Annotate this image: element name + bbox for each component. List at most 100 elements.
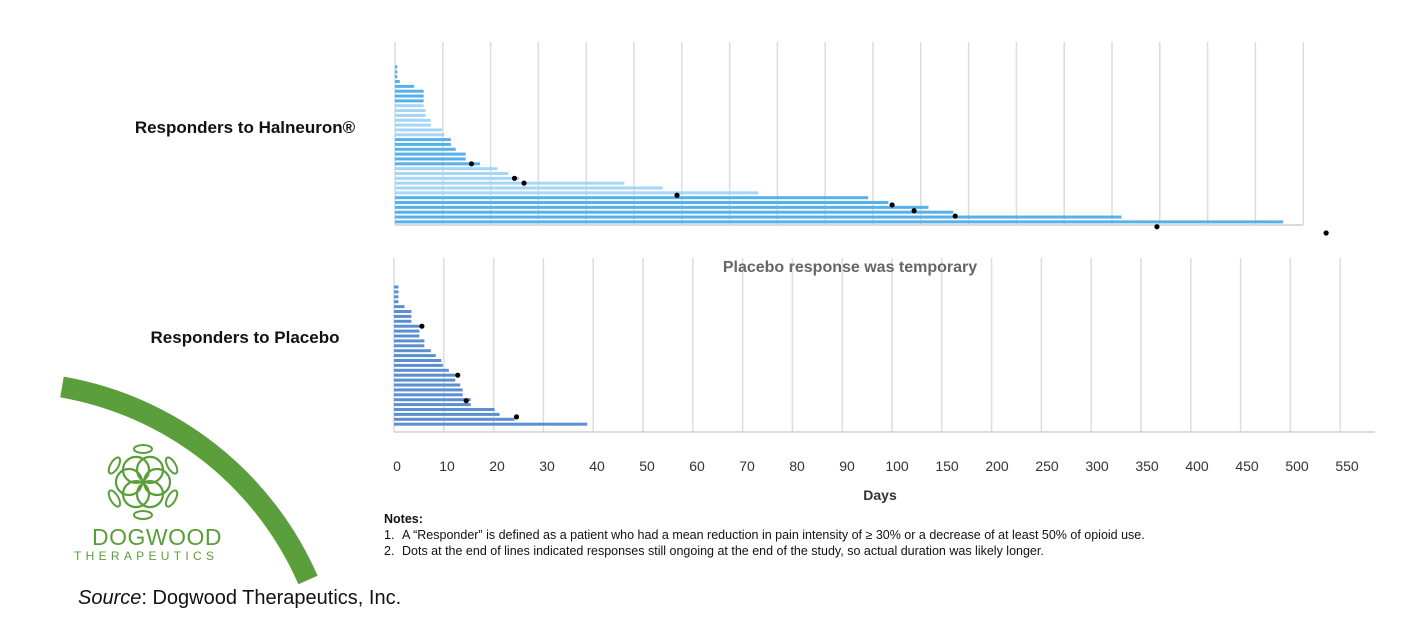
x-tick-label: 550 (1335, 458, 1359, 474)
x-tick-label: 60 (689, 458, 705, 474)
bar (395, 147, 456, 151)
bar (394, 408, 495, 411)
ongoing-dot (455, 372, 461, 378)
bar (395, 99, 424, 103)
bar (395, 201, 889, 205)
flower-petal (107, 456, 122, 475)
ongoing-dot (911, 208, 917, 214)
bar (395, 157, 466, 161)
logo-name: DOGWOOD (92, 524, 222, 550)
bar (395, 84, 415, 88)
flower-ring (135, 480, 165, 509)
logo-arc-graphic (60, 376, 318, 585)
bar (394, 373, 456, 377)
ongoing-dot (1154, 224, 1160, 230)
ongoing-dot (419, 323, 425, 329)
bar (394, 398, 471, 402)
bar (394, 305, 405, 309)
x-tick-label: 300 (1085, 458, 1109, 474)
x-tick-label: 40 (589, 458, 605, 474)
flower-petal (164, 489, 179, 508)
bar (394, 339, 425, 343)
bar (395, 186, 663, 190)
bar (394, 368, 449, 372)
source-line: Source: Dogwood Therapeutics, Inc. (78, 587, 401, 610)
note-item: 2. Dots at the end of lines indicated res… (384, 543, 1384, 559)
flower-ring (135, 455, 165, 484)
bar (395, 133, 445, 137)
x-tick-label: 70 (739, 458, 755, 474)
bar (394, 354, 436, 358)
flower-ring (121, 455, 151, 484)
ongoing-dot (468, 161, 475, 167)
placebo-group-label: Responders to Placebo (150, 328, 340, 347)
bar (395, 65, 398, 69)
note-item: 1. A “Responder” is defined as a patient … (384, 527, 1384, 543)
x-tick-label: 30 (539, 458, 555, 474)
note-number: 2. (384, 544, 395, 558)
bar (395, 176, 520, 180)
bar (395, 128, 442, 132)
green-arc (60, 376, 318, 585)
x-tick-label: 150 (935, 458, 959, 474)
note-text: A “Responder” is defined as a patient wh… (402, 528, 1145, 542)
bar (395, 167, 498, 171)
bar (395, 109, 426, 113)
flower-petal (107, 489, 122, 508)
bar (395, 104, 424, 108)
bar (394, 383, 461, 387)
bar (395, 220, 1284, 224)
bar (394, 417, 515, 421)
bar (395, 142, 451, 146)
bar (395, 196, 869, 200)
ongoing-dot (1323, 230, 1329, 236)
placebo-chart (393, 258, 1375, 433)
bar (394, 329, 420, 333)
bar (395, 123, 431, 127)
x-axis-label: Days (863, 487, 897, 503)
x-tick-label: 20 (489, 458, 505, 474)
x-tick-label: 250 (1035, 458, 1059, 474)
bar (395, 118, 431, 122)
source-prefix: Source (78, 587, 142, 609)
x-tick-label: 350 (1135, 458, 1159, 474)
bar (395, 80, 400, 84)
bar (394, 295, 399, 299)
bar (394, 344, 425, 348)
x-tick-label: 10 (439, 458, 455, 474)
ongoing-dot (463, 398, 469, 404)
bar (395, 113, 426, 117)
bar (394, 388, 463, 392)
dogwood-flower-icon (107, 444, 179, 520)
ongoing-dot (952, 213, 958, 219)
bar (395, 89, 424, 93)
bar (395, 205, 929, 209)
bar (395, 94, 424, 98)
bar (394, 334, 420, 338)
flower-petal (164, 456, 179, 475)
bar (394, 378, 456, 382)
flower-petal (133, 510, 153, 520)
bar (394, 324, 420, 328)
halneuron-group-label: Responders to Halneuron® (134, 118, 356, 137)
source-text: : Dogwood Therapeutics, Inc. (141, 587, 402, 609)
bar (394, 359, 442, 362)
bar (395, 162, 481, 166)
notes-block: Notes: 1. A “Responder” is defined as a p… (384, 511, 1384, 559)
placebo-chart-title: Placebo response was temporary (722, 259, 978, 276)
x-tick-label: 450 (1235, 458, 1259, 474)
note-number: 1. (384, 528, 395, 542)
bar (395, 138, 451, 142)
bar (395, 191, 759, 195)
x-tick-label: 500 (1285, 458, 1309, 474)
logo-subtitle: THERAPEUTICS (74, 549, 219, 563)
x-tick-label: 100 (885, 458, 909, 474)
bar (394, 314, 412, 318)
bar (394, 363, 443, 367)
note-text: Dots at the end of lines indicated respo… (402, 544, 1044, 558)
bar (395, 210, 954, 214)
ongoing-dot (513, 414, 520, 420)
halneuron-chart (394, 42, 1329, 236)
x-tick-label: 50 (639, 458, 655, 474)
